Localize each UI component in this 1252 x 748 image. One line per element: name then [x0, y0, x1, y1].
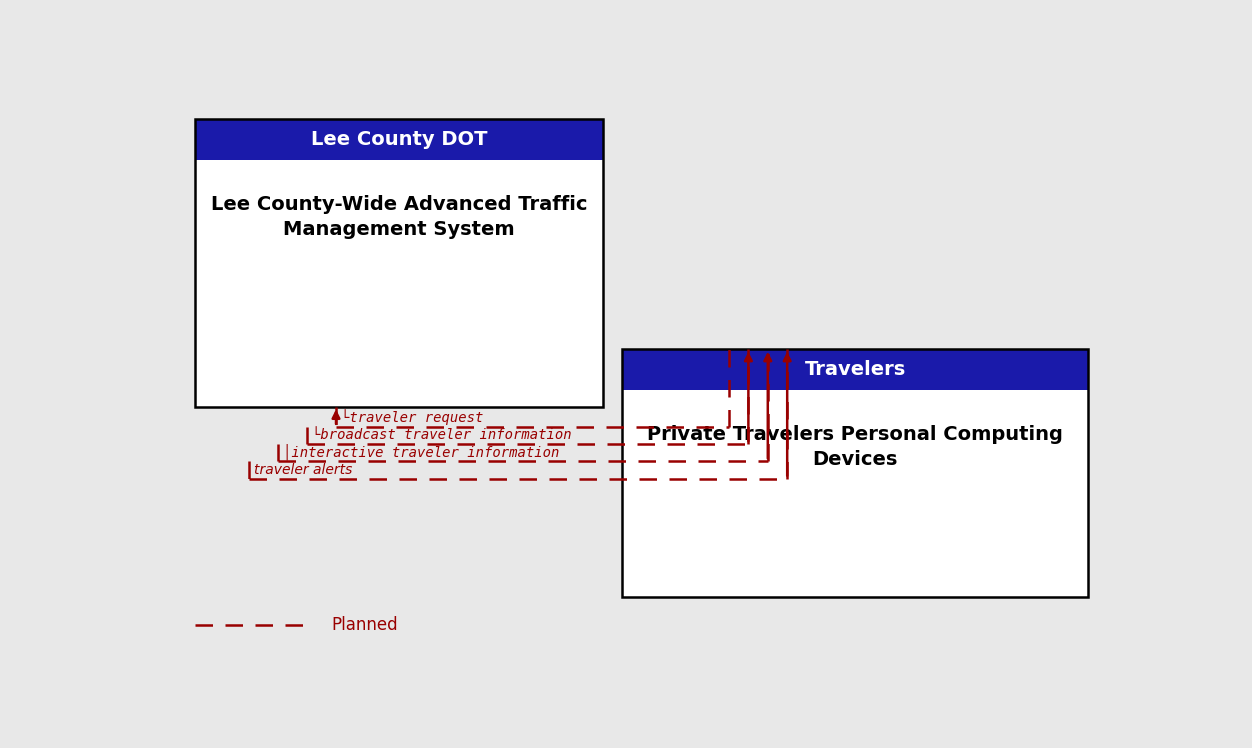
Text: traveler alerts: traveler alerts	[253, 463, 352, 476]
Text: Lee County DOT: Lee County DOT	[310, 130, 487, 149]
Text: Lee County-Wide Advanced Traffic
Management System: Lee County-Wide Advanced Traffic Managem…	[210, 194, 587, 239]
Bar	[195, 160, 602, 407]
Text: Planned: Planned	[331, 616, 398, 634]
Bar	[195, 119, 602, 407]
Bar	[622, 349, 1088, 390]
Bar	[195, 119, 602, 160]
Bar	[622, 390, 1088, 597]
Text: └traveler request: └traveler request	[341, 409, 483, 425]
Text: Private Travelers Personal Computing
Devices: Private Travelers Personal Computing Dev…	[647, 425, 1063, 469]
Text: Travelers: Travelers	[805, 361, 905, 379]
Text: └broadcast traveler information: └broadcast traveler information	[312, 429, 571, 442]
Bar	[622, 349, 1088, 597]
Text: │interactive traveler information: │interactive traveler information	[283, 443, 558, 459]
